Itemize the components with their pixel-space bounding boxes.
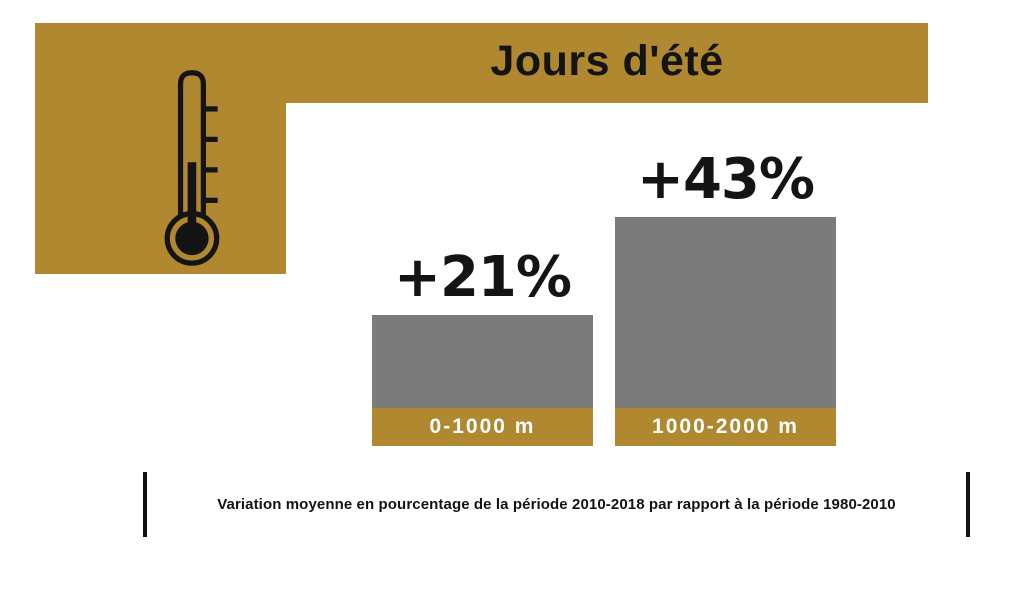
footnote-box: Variation moyenne en pourcentage de la p… [143, 472, 970, 537]
value-label-1000-2000m: +43% [637, 147, 815, 212]
footnote-caption: Variation moyenne en pourcentage de la p… [217, 496, 896, 513]
category-label-1000-2000m: 1000-2000 m [652, 415, 799, 438]
thermometer-icon [151, 67, 231, 267]
category-label-0-1000m: 0-1000 m [429, 415, 536, 438]
bar-1000-2000m [615, 217, 836, 408]
bar-base-0-1000m: 0-1000 m [372, 408, 593, 446]
page-title: Jours d'été [490, 36, 724, 85]
bar-0-1000m [372, 315, 593, 408]
bar-group-0-1000m: +21% 0-1000 m [372, 250, 593, 446]
gold-banner-left-block [35, 23, 286, 274]
bar-group-1000-2000m: +43% 1000-2000 m [615, 152, 836, 446]
value-label-0-1000m: +21% [394, 245, 572, 310]
bar-base-1000-2000m: 1000-2000 m [615, 408, 836, 446]
header-banner: Jours d'été [286, 23, 928, 103]
